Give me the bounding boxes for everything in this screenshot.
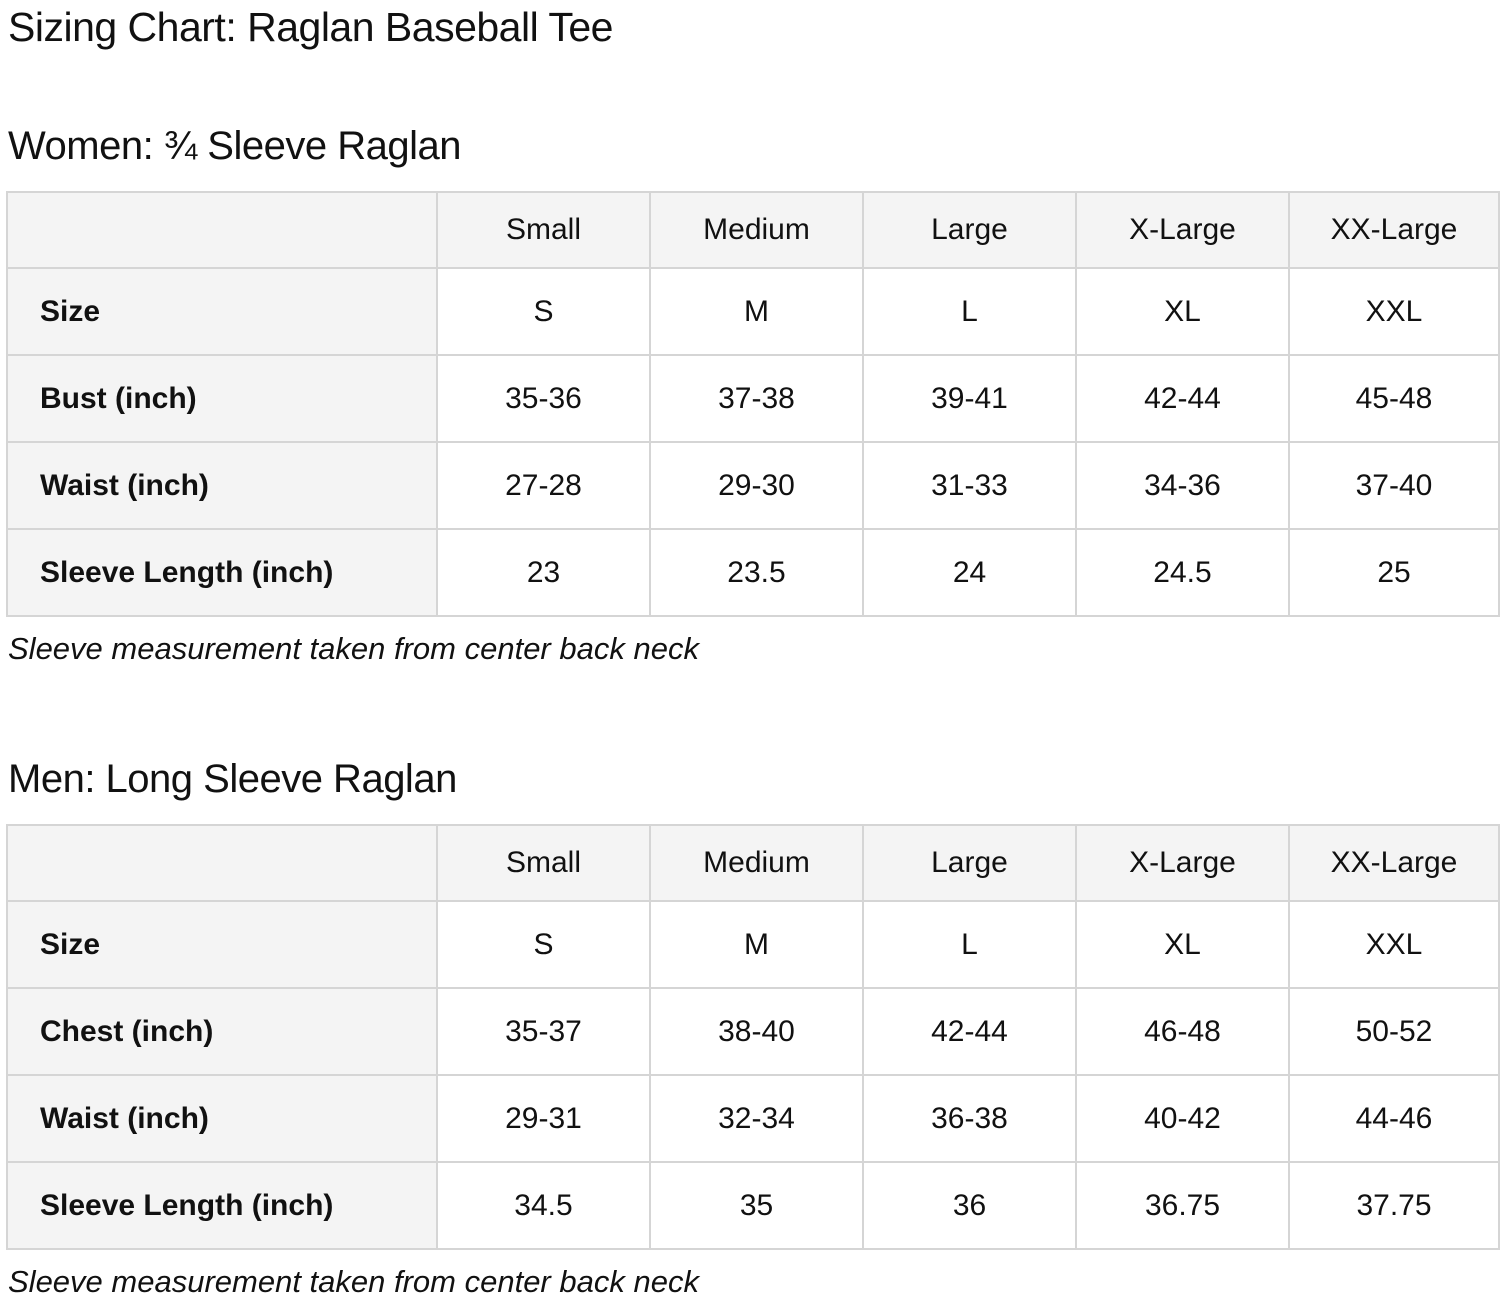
cell-value: 42-44 [862, 987, 1077, 1077]
men-row-chest: Chest (inch) 35-37 38-40 42-44 46-48 50-… [6, 987, 1500, 1077]
cell-value: 45-48 [1288, 354, 1500, 444]
cell-value: 36 [862, 1161, 1077, 1251]
cell-value: 40-42 [1075, 1074, 1290, 1164]
cell-value: 35 [649, 1161, 864, 1251]
cell-value: 27-28 [436, 441, 651, 531]
cell-value: 36.75 [1075, 1161, 1290, 1251]
women-row-waist: Waist (inch) 27-28 29-30 31-33 34-36 37-… [6, 441, 1500, 531]
men-col-header-medium: Medium [649, 824, 864, 903]
row-label: Size [6, 267, 438, 357]
men-table-note: Sleeve measurement taken from center bac… [8, 1264, 699, 1300]
women-header-row: Small Medium Large X-Large XX-Large [6, 191, 1500, 270]
cell-value: 37-38 [649, 354, 864, 444]
men-col-header-xlarge: X-Large [1075, 824, 1290, 903]
men-corner-cell [6, 824, 438, 903]
cell-value: 32-34 [649, 1074, 864, 1164]
row-label: Sleeve Length (inch) [6, 528, 438, 618]
section-heading-women: Women: ¾ Sleeve Raglan [8, 124, 461, 169]
cell-value: 34-36 [1075, 441, 1290, 531]
section-heading-men: Men: Long Sleeve Raglan [8, 757, 457, 802]
women-col-header-xlarge: X-Large [1075, 191, 1290, 270]
cell-value: XL [1075, 900, 1290, 990]
cell-value: 35-37 [436, 987, 651, 1077]
cell-value: 31-33 [862, 441, 1077, 531]
women-col-header-small: Small [436, 191, 651, 270]
cell-value: 24 [862, 528, 1077, 618]
women-row-sleeve-length: Sleeve Length (inch) 23 23.5 24 24.5 25 [6, 528, 1500, 618]
row-label: Bust (inch) [6, 354, 438, 444]
cell-value: 46-48 [1075, 987, 1290, 1077]
row-label: Size [6, 900, 438, 990]
men-col-header-xxlarge: XX-Large [1288, 824, 1500, 903]
cell-value: 23.5 [649, 528, 864, 618]
cell-value: XXL [1288, 900, 1500, 990]
page-title: Sizing Chart: Raglan Baseball Tee [8, 4, 613, 50]
men-col-header-small: Small [436, 824, 651, 903]
cell-value: 25 [1288, 528, 1500, 618]
cell-value: 35-36 [436, 354, 651, 444]
cell-value: 39-41 [862, 354, 1077, 444]
cell-value: 50-52 [1288, 987, 1500, 1077]
cell-value: 44-46 [1288, 1074, 1500, 1164]
men-col-header-large: Large [862, 824, 1077, 903]
cell-value: 24.5 [1075, 528, 1290, 618]
men-row-sleeve-length: Sleeve Length (inch) 34.5 35 36 36.75 37… [6, 1161, 1500, 1251]
cell-value: 37-40 [1288, 441, 1500, 531]
women-corner-cell [6, 191, 438, 270]
men-size-table: Small Medium Large X-Large XX-Large Size… [6, 824, 1500, 1251]
row-label: Chest (inch) [6, 987, 438, 1077]
cell-value: 42-44 [1075, 354, 1290, 444]
cell-value: L [862, 900, 1077, 990]
men-row-size: Size S M L XL XXL [6, 900, 1500, 990]
cell-value: 34.5 [436, 1161, 651, 1251]
women-row-size: Size S M L XL XXL [6, 267, 1500, 357]
cell-value: 36-38 [862, 1074, 1077, 1164]
cell-value: XL [1075, 267, 1290, 357]
cell-value: 23 [436, 528, 651, 618]
women-table-note: Sleeve measurement taken from center bac… [8, 631, 699, 667]
cell-value: M [649, 267, 864, 357]
cell-value: S [436, 900, 651, 990]
cell-value: 37.75 [1288, 1161, 1500, 1251]
row-label: Waist (inch) [6, 441, 438, 531]
cell-value: 29-31 [436, 1074, 651, 1164]
men-header-row: Small Medium Large X-Large XX-Large [6, 824, 1500, 903]
row-label: Sleeve Length (inch) [6, 1161, 438, 1251]
row-label: Waist (inch) [6, 1074, 438, 1164]
women-col-header-xxlarge: XX-Large [1288, 191, 1500, 270]
cell-value: 29-30 [649, 441, 864, 531]
women-row-bust: Bust (inch) 35-36 37-38 39-41 42-44 45-4… [6, 354, 1500, 444]
cell-value: L [862, 267, 1077, 357]
cell-value: 38-40 [649, 987, 864, 1077]
women-col-header-large: Large [862, 191, 1077, 270]
women-col-header-medium: Medium [649, 191, 864, 270]
men-row-waist: Waist (inch) 29-31 32-34 36-38 40-42 44-… [6, 1074, 1500, 1164]
women-size-table: Small Medium Large X-Large XX-Large Size… [6, 191, 1500, 618]
cell-value: S [436, 267, 651, 357]
cell-value: XXL [1288, 267, 1500, 357]
cell-value: M [649, 900, 864, 990]
